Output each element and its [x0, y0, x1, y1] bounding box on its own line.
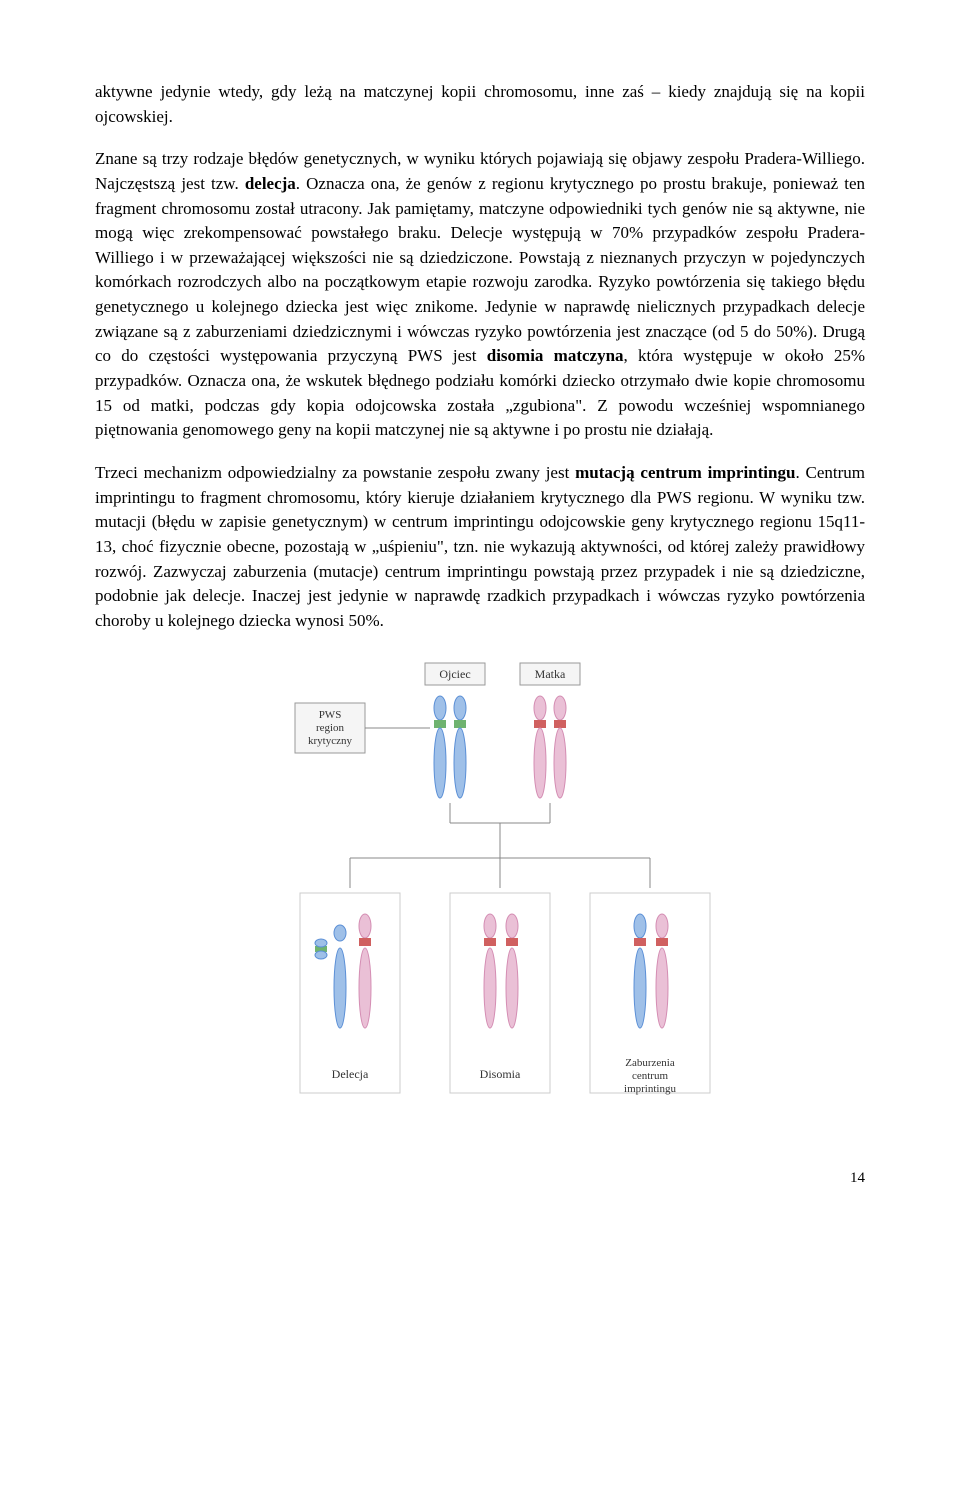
text: aktywne jedynie wtedy, gdy leżą na matcz…: [95, 82, 865, 126]
svg-text:Delecja: Delecja: [332, 1067, 369, 1081]
pws-region-label: PWS region krytyczny: [295, 703, 365, 753]
bold-term-delecja: delecja: [245, 174, 296, 193]
father-chromosomes: [434, 696, 466, 798]
panel-disomia: Disomia: [450, 893, 550, 1093]
father-box: Ojciec: [425, 663, 485, 685]
pedigree-lines: [350, 803, 650, 888]
text: . Oznacza ona, że genów z regionu krytyc…: [95, 174, 865, 365]
text: Trzeci mechanizm odpowiedzialny za powst…: [95, 463, 575, 482]
svg-text:region: region: [316, 722, 345, 734]
svg-text:Zaburzenia: Zaburzenia: [625, 1057, 675, 1069]
svg-text:Ojciec: Ojciec: [439, 667, 470, 681]
bold-term-mutacja: mutacją centrum imprintingu: [575, 463, 795, 482]
svg-text:Disomia: Disomia: [480, 1067, 521, 1081]
paragraph-2: Znane są trzy rodzaje błędów genetycznyc…: [95, 147, 865, 443]
svg-text:krytyczny: krytyczny: [308, 735, 352, 747]
mother-box: Matka: [520, 663, 580, 685]
paragraph-3: Trzeci mechanizm odpowiedzialny za powst…: [95, 461, 865, 633]
svg-text:PWS: PWS: [319, 709, 342, 721]
mother-chromosomes: [534, 696, 566, 798]
panel-imprinting: Zaburzenia centrum imprintingu: [590, 893, 710, 1095]
page-number: 14: [95, 1168, 865, 1190]
bold-term-disomia: disomia matczyna: [487, 346, 624, 365]
panel-delecja: Delecja: [300, 893, 400, 1093]
svg-text:imprintingu: imprintingu: [624, 1083, 676, 1095]
chromosome-diagram: Ojciec Matka PWS region krytyczny: [95, 658, 865, 1138]
paragraph-1: aktywne jedynie wtedy, gdy leżą na matcz…: [95, 80, 865, 129]
text: . Centrum imprintingu to fragment chromo…: [95, 463, 865, 630]
svg-text:centrum: centrum: [632, 1070, 668, 1082]
svg-text:Matka: Matka: [535, 667, 566, 681]
